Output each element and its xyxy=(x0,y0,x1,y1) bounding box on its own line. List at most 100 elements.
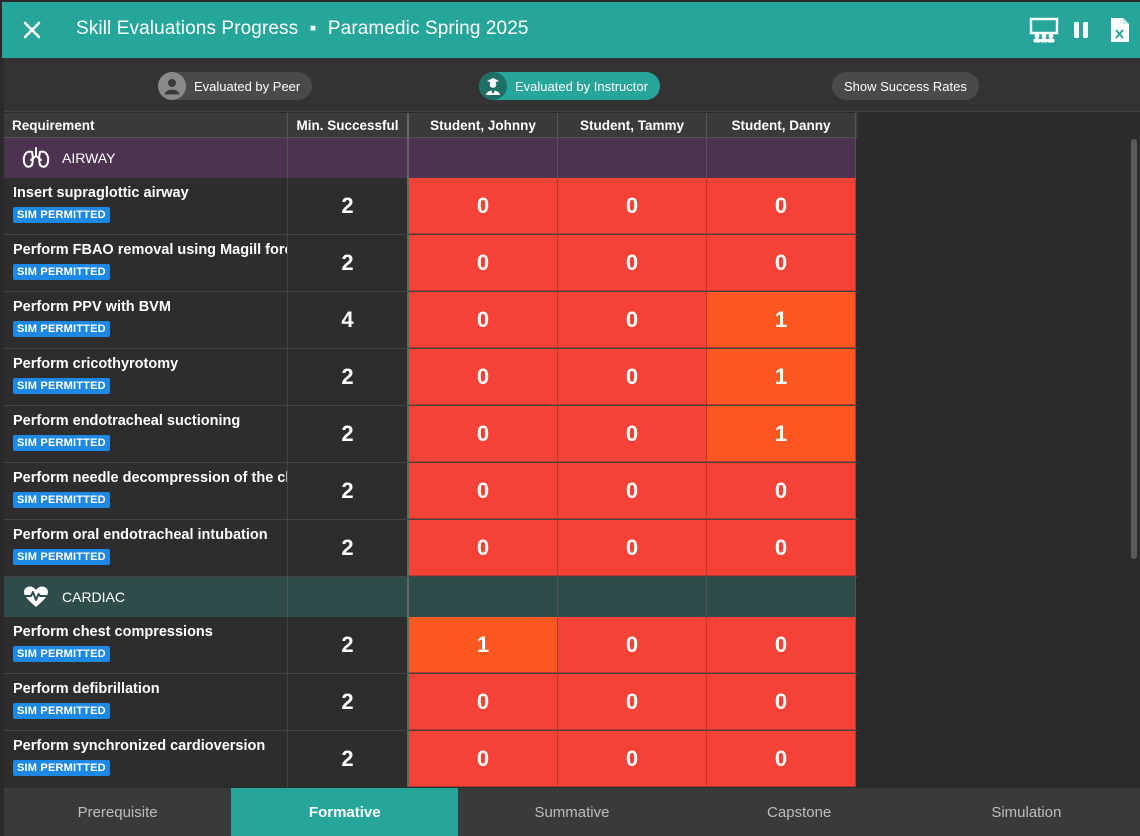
student-count-cell[interactable]: 0 xyxy=(409,406,558,462)
student-count-cell[interactable]: 0 xyxy=(558,235,707,291)
requirement-cell[interactable]: Perform FBAO removal using Magill forcep… xyxy=(4,235,288,291)
export-excel-button[interactable] xyxy=(1108,16,1132,44)
student-count-cell[interactable]: 0 xyxy=(409,349,558,405)
skill-row: Perform FBAO removal using Magill forcep… xyxy=(4,235,858,292)
student-count-cell[interactable]: 0 xyxy=(558,178,707,234)
sim-permitted-badge: SIM PERMITTED xyxy=(13,646,110,662)
student-count-cell[interactable]: 0 xyxy=(409,292,558,348)
requirement-cell[interactable]: Perform defibrillation SIM PERMITTED xyxy=(4,674,288,730)
student-count-cell[interactable]: 0 xyxy=(409,178,558,234)
category-row: AIRWAY xyxy=(4,138,858,178)
peer-chip-label: Evaluated by Peer xyxy=(194,78,301,94)
student-count-cell[interactable]: 1 xyxy=(409,617,558,673)
sim-permitted-badge: SIM PERMITTED xyxy=(13,207,110,223)
skill-name: Perform oral endotracheal intubation xyxy=(13,527,268,543)
student-count-cell[interactable]: 0 xyxy=(409,235,558,291)
min-successful-cell: 2 xyxy=(288,617,409,673)
student-count-cell[interactable]: 0 xyxy=(558,617,707,673)
student-count-cell[interactable]: 0 xyxy=(409,520,558,576)
category-min-cell xyxy=(288,138,409,178)
skill-row: Perform PPV with BVM SIM PERMITTED 4 0 0 1 xyxy=(4,292,858,349)
student-count-cell[interactable]: 0 xyxy=(558,463,707,519)
tab-summative[interactable]: Summative xyxy=(534,803,610,821)
student-count-cell[interactable]: 0 xyxy=(409,731,558,787)
student-count-cell[interactable]: 0 xyxy=(707,178,856,234)
close-icon xyxy=(23,21,41,39)
presentation-icon xyxy=(1029,17,1059,43)
student-count-cell[interactable]: 0 xyxy=(409,674,558,730)
presentation-button[interactable] xyxy=(1028,16,1060,44)
skill-name: Perform chest compressions xyxy=(13,624,213,640)
student-count-cell[interactable]: 0 xyxy=(558,349,707,405)
student-count-cell[interactable]: 1 xyxy=(707,292,856,348)
student-count-cell[interactable]: 0 xyxy=(707,674,856,730)
category-student-cell xyxy=(707,577,856,617)
tab-formative[interactable]: Formative xyxy=(231,788,459,836)
evaluation-type-tabs: Prerequisite Formative Summative Capstone Si… xyxy=(4,788,1140,836)
student-count-cell[interactable]: 0 xyxy=(558,520,707,576)
sim-permitted-badge: SIM PERMITTED xyxy=(13,378,110,394)
scrollbar-thumb[interactable] xyxy=(1131,139,1137,559)
success-rates-label: Show Success Rates xyxy=(844,78,967,94)
window-title: Skill Evaluations Progress ▪ Paramedic S… xyxy=(76,18,529,40)
student-count-cell[interactable]: 1 xyxy=(707,349,856,405)
evaluated-by-instructor-chip[interactable]: Evaluated by Instructor xyxy=(479,72,660,100)
sim-permitted-badge: SIM PERMITTED xyxy=(13,549,110,565)
tab-capstone[interactable]: Capstone xyxy=(767,803,832,821)
student-count-cell[interactable]: 0 xyxy=(707,731,856,787)
skill-name: Perform synchronized cardioversion xyxy=(13,738,266,754)
student-count-cell[interactable]: 1 xyxy=(707,406,856,462)
student-count-cell[interactable]: 0 xyxy=(558,406,707,462)
close-button[interactable] xyxy=(16,14,48,46)
student-count-cell[interactable]: 0 xyxy=(409,463,558,519)
student-count-cell[interactable]: 0 xyxy=(707,617,856,673)
requirement-cell[interactable]: Perform oral endotracheal intubation SIM … xyxy=(4,520,288,576)
min-successful-cell: 2 xyxy=(288,178,409,234)
requirement-cell[interactable]: Perform endotracheal suctioning SIM PERMI… xyxy=(4,406,288,462)
title-cohort: Paramedic Spring 2025 xyxy=(327,18,529,39)
sim-permitted-badge: SIM PERMITTED xyxy=(13,321,110,337)
skill-row: Perform chest compressions SIM PERMITTED 2… xyxy=(4,617,858,674)
header-student[interactable]: Student, Johnny xyxy=(409,113,558,138)
table-header: Requirement Min. Successful Student, Joh… xyxy=(4,113,858,138)
category-row: CARDIAC xyxy=(4,577,858,617)
requirement-cell[interactable]: Perform PPV with BVM SIM PERMITTED xyxy=(4,292,288,348)
requirement-cell[interactable]: Perform needle decompression of the ches… xyxy=(4,463,288,519)
skill-name: Insert supraglottic airway xyxy=(13,185,189,201)
header-student[interactable]: Student, Tammy xyxy=(558,113,707,138)
heart-pulse-icon xyxy=(20,584,52,610)
requirement-cell[interactable]: Perform chest compressions SIM PERMITTED xyxy=(4,617,288,673)
min-successful-cell: 2 xyxy=(288,520,409,576)
category-label: CARDIAC xyxy=(62,589,126,605)
student-count-cell[interactable]: 0 xyxy=(707,520,856,576)
tab-simulation[interactable]: Simulation xyxy=(991,803,1062,821)
student-count-cell[interactable]: 0 xyxy=(558,731,707,787)
sim-permitted-badge: SIM PERMITTED xyxy=(13,703,110,719)
student-count-cell[interactable]: 0 xyxy=(707,463,856,519)
category-cell: CARDIAC xyxy=(4,577,288,617)
vertical-scrollbar[interactable] xyxy=(1128,113,1140,787)
requirement-cell[interactable]: Insert supraglottic airway SIM PERMITTED xyxy=(4,178,288,234)
student-count-cell[interactable]: 0 xyxy=(558,292,707,348)
header-student[interactable]: Student, Danny xyxy=(707,113,856,138)
min-successful-cell: 4 xyxy=(288,292,409,348)
sim-permitted-badge: SIM PERMITTED xyxy=(13,264,110,280)
evaluated-by-peer-chip[interactable]: Evaluated by Peer xyxy=(158,72,313,100)
min-successful-cell: 2 xyxy=(288,463,409,519)
min-successful-cell: 2 xyxy=(288,406,409,462)
pause-icon xyxy=(1074,22,1088,38)
requirement-cell[interactable]: Perform cricothyrotomy SIM PERMITTED xyxy=(4,349,288,405)
pause-button[interactable] xyxy=(1070,16,1092,44)
min-successful-cell: 2 xyxy=(288,235,409,291)
category-label: AIRWAY xyxy=(62,150,116,166)
student-count-cell[interactable]: 0 xyxy=(558,674,707,730)
student-count-cell[interactable]: 0 xyxy=(707,235,856,291)
requirement-cell[interactable]: Perform synchronized cardioversion SIM PE… xyxy=(4,731,288,787)
skill-name: Perform cricothyrotomy xyxy=(13,356,179,372)
skill-row: Perform defibrillation SIM PERMITTED 2 0 0 0 xyxy=(4,674,858,731)
show-success-rates-button[interactable]: Show Success Rates xyxy=(832,72,979,100)
tab-prerequisite[interactable]: Prerequisite xyxy=(77,803,158,821)
sim-permitted-badge: SIM PERMITTED xyxy=(13,760,110,776)
skill-row: Perform endotracheal suctioning SIM PERMI… xyxy=(4,406,858,463)
